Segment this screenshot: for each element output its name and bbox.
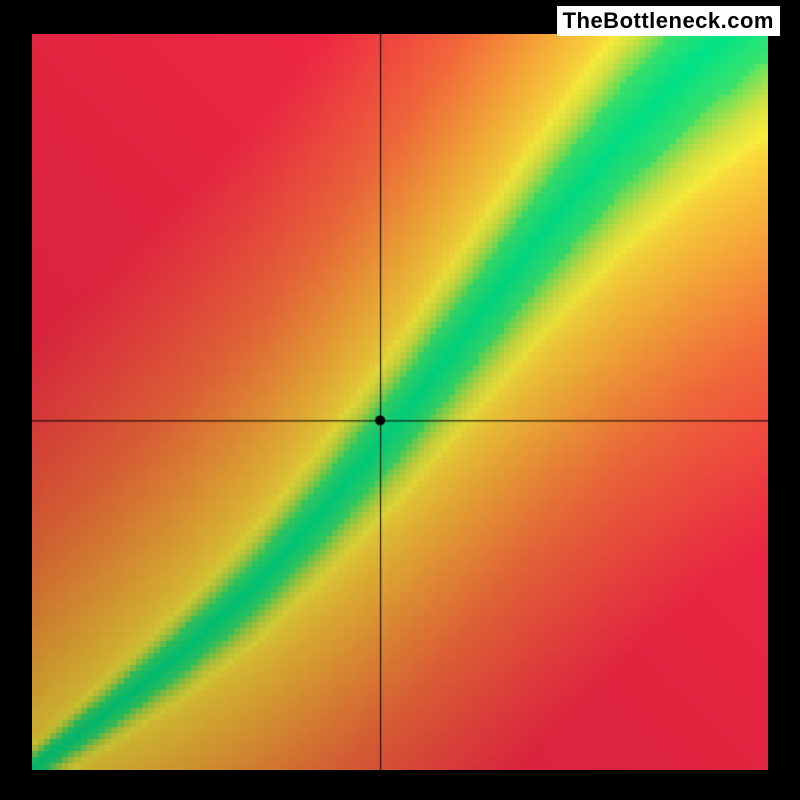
watermark-label: TheBottleneck.com [557, 6, 780, 36]
heatmap-canvas [32, 34, 768, 770]
outer-frame: TheBottleneck.com [0, 0, 800, 800]
